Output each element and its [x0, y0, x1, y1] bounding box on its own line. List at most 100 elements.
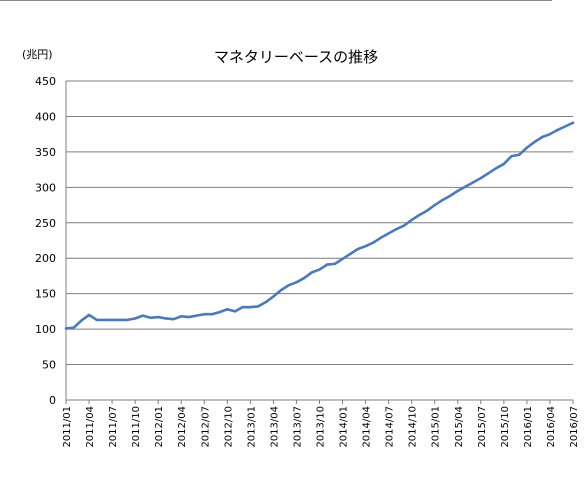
data-point — [118, 318, 121, 322]
x-tick-label: 2014/01 — [339, 406, 350, 448]
x-tick-label: 2011/10 — [131, 406, 142, 448]
data-point — [279, 288, 283, 292]
data-point — [464, 185, 467, 188]
data-point — [533, 140, 536, 144]
y-tick-label: 400 — [35, 110, 56, 123]
data-point — [226, 308, 229, 311]
y-tick-label: 150 — [35, 288, 56, 301]
y-tick-label: 250 — [35, 217, 56, 230]
data-point — [333, 262, 337, 266]
series-line — [64, 121, 575, 330]
x-tick-label: 2015/04 — [454, 406, 465, 448]
data-point — [364, 244, 367, 248]
x-tick-label: 2015/07 — [477, 406, 488, 448]
data-point — [218, 310, 221, 314]
data-point — [456, 189, 459, 193]
y-tick-label: 200 — [35, 252, 56, 265]
x-tick-label: 2011/01 — [62, 406, 73, 448]
data-point — [487, 171, 490, 175]
data-point — [287, 283, 290, 287]
data-point — [541, 135, 544, 139]
data-point — [479, 176, 483, 180]
data-point — [272, 295, 275, 298]
data-point — [387, 232, 390, 235]
data-point — [379, 236, 383, 239]
data-point — [103, 318, 106, 322]
x-tick-labels: 2011/01 2011/04 2011/07 2011/10 2012/01 2012/… — [62, 406, 580, 448]
data-point — [72, 326, 75, 329]
data-point — [441, 198, 444, 202]
y-tick-label: 300 — [35, 181, 56, 194]
data-point — [433, 203, 436, 207]
data-point — [502, 162, 506, 166]
x-tick-label: 2014/07 — [385, 406, 396, 448]
data-point — [372, 241, 375, 244]
data-point — [518, 153, 521, 156]
data-point — [318, 268, 321, 271]
series-layer — [64, 121, 575, 330]
data-point — [302, 276, 306, 280]
x-tick-label: 2014/10 — [408, 406, 419, 448]
chart-title: マネタリーベースの推移 — [214, 48, 378, 66]
data-point — [180, 315, 183, 318]
data-point — [87, 313, 91, 317]
data-point — [249, 305, 252, 309]
data-point — [356, 247, 360, 251]
y-tick-label: 450 — [35, 75, 56, 88]
data-point — [156, 315, 160, 319]
x-tick-label: 2016/07 — [569, 406, 580, 448]
y-tick-labels: 0 50 100 150 200 250 300 350 400 450 — [35, 75, 56, 407]
data-point — [448, 194, 452, 198]
y-tick-label: 0 — [49, 394, 56, 407]
data-point — [195, 314, 198, 317]
data-point — [556, 128, 559, 132]
data-point — [126, 318, 129, 322]
x-tick-label: 2012/04 — [177, 406, 188, 448]
data-point — [395, 227, 398, 231]
y-tick-label: 100 — [35, 323, 56, 336]
data-point — [510, 154, 513, 158]
x-tick-label: 2012/10 — [223, 406, 234, 448]
data-point — [241, 305, 244, 309]
data-point — [564, 125, 567, 128]
x-tick-label: 2013/10 — [316, 406, 327, 448]
data-point — [164, 317, 168, 320]
x-tick-label: 2015/10 — [500, 406, 511, 448]
data-point — [264, 300, 267, 304]
x-tick-label: 2013/04 — [269, 406, 280, 448]
x-tick-label: 2013/01 — [246, 406, 257, 448]
data-point — [341, 257, 344, 261]
data-point — [418, 213, 421, 217]
x-tick-label: 2015/01 — [431, 406, 442, 448]
data-point — [349, 252, 352, 256]
data-point — [571, 121, 575, 125]
x-tick-label: 2013/07 — [292, 406, 303, 448]
data-point — [402, 224, 406, 227]
x-tick-label: 2012/07 — [200, 406, 211, 448]
x-tick-label: 2016/04 — [546, 406, 557, 448]
data-point — [80, 319, 83, 322]
data-point — [133, 317, 137, 320]
data-point — [425, 209, 429, 212]
x-tick-label: 2011/07 — [108, 406, 119, 448]
x-tick-label: 2011/04 — [85, 406, 96, 448]
data-point — [548, 132, 552, 136]
gridlines — [66, 80, 573, 366]
data-point — [110, 318, 114, 322]
data-point — [172, 317, 175, 321]
data-point — [256, 305, 260, 308]
data-point — [95, 318, 98, 322]
top-border — [0, 0, 552, 1]
data-point — [233, 310, 237, 313]
data-point — [525, 146, 529, 149]
data-point — [64, 327, 68, 330]
data-point — [210, 313, 214, 316]
x-tick-label: 2016/01 — [523, 406, 534, 448]
x-tick-label: 2012/01 — [154, 406, 165, 448]
data-point — [310, 271, 314, 274]
y-unit-label: (兆円) — [22, 48, 53, 61]
data-point — [203, 313, 206, 316]
y-tick-label: 350 — [35, 146, 56, 159]
